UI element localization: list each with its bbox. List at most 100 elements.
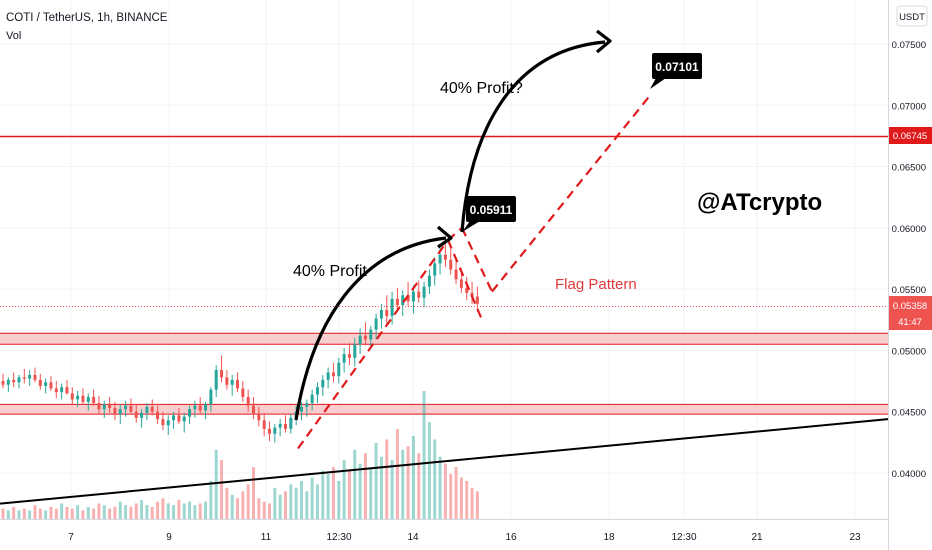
volume-bar-12 <box>65 506 69 519</box>
volume-bar-64 <box>342 460 346 519</box>
price-tick-label-6: 0.04500 <box>892 408 926 419</box>
candle-body-69 <box>369 329 373 340</box>
candle-body-86 <box>459 279 463 288</box>
volume-bar-79 <box>422 391 426 519</box>
volume-bar-67 <box>358 463 362 519</box>
candle-body-85 <box>454 269 458 280</box>
volume-bar-30 <box>161 498 165 519</box>
symbol-title[interactable]: COTI / TetherUS, 1h, BINANCE <box>6 12 168 24</box>
volume-bar-45 <box>241 491 245 519</box>
volume-bar-56 <box>299 480 303 519</box>
volume-bar-38 <box>204 501 208 519</box>
candle-body-82 <box>438 254 442 264</box>
volume-bar-55 <box>294 487 298 519</box>
currency-button-label: USDT <box>899 12 925 23</box>
candle-body-0 <box>1 381 5 385</box>
resistance-price-badge: 0.06745 <box>889 127 932 144</box>
volume-bar-65 <box>347 470 351 519</box>
candle-body-36 <box>193 405 197 410</box>
volume-bar-23 <box>124 505 128 519</box>
candle-body-84 <box>449 259 453 270</box>
arrow-profit-next-head <box>595 29 612 54</box>
volume-indicator-label[interactable]: Vol <box>6 30 21 42</box>
price-tick-label-1: 0.07000 <box>892 101 926 112</box>
volume-bar-22 <box>118 501 122 519</box>
time-tick-label-6: 18 <box>603 532 615 543</box>
annotation-profit-next: 40% Profit? <box>440 80 523 97</box>
candle-body-15 <box>81 395 85 402</box>
volume-bar-29 <box>156 501 160 519</box>
price-tick-label-5: 0.05000 <box>892 346 926 357</box>
candle-body-68 <box>363 335 367 340</box>
callout-high: 0.05911 <box>462 196 516 232</box>
candle-body-5 <box>28 374 32 379</box>
candle-body-70 <box>374 318 378 330</box>
volume-bar-16 <box>86 506 90 519</box>
volume-bar-40 <box>214 449 218 519</box>
currency-button[interactable] <box>896 5 928 27</box>
candle-body-46 <box>246 397 250 406</box>
volume-bar-19 <box>102 505 106 519</box>
volume-bar-17 <box>92 508 96 519</box>
candle-body-63 <box>337 362 341 377</box>
candle-body-83 <box>443 254 447 260</box>
candle-body-23 <box>124 405 128 410</box>
candle-body-29 <box>156 411 160 420</box>
volume-bar-70 <box>374 442 378 519</box>
volume-bar-47 <box>252 467 256 519</box>
candle-body-28 <box>150 406 154 412</box>
volume-bar-21 <box>113 506 117 519</box>
volume-bar-77 <box>411 435 415 519</box>
volume-bar-68 <box>363 453 367 519</box>
candle-body-80 <box>427 275 431 287</box>
volume-bar-73 <box>390 460 394 519</box>
candle-body-56 <box>299 406 303 412</box>
volume-bar-51 <box>273 487 277 519</box>
time-tick-label-8: 21 <box>751 532 763 543</box>
candle-body-38 <box>204 404 208 411</box>
candle-body-77 <box>411 291 415 302</box>
volume-bar-36 <box>193 505 197 519</box>
candle-body-42 <box>225 377 229 385</box>
candle-body-74 <box>395 298 399 306</box>
time-tick-label-5: 16 <box>505 532 517 543</box>
volume-bar-81 <box>433 439 437 519</box>
candle-body-40 <box>214 370 218 390</box>
time-tick-label-7: 12:30 <box>671 532 696 543</box>
volume-bar-82 <box>438 456 442 519</box>
volume-bar-75 <box>401 449 405 519</box>
volume-bar-80 <box>427 422 431 519</box>
volume-bar-71 <box>379 456 383 519</box>
candle-body-4 <box>22 377 26 379</box>
candle-body-64 <box>342 354 346 363</box>
candle-body-60 <box>321 379 325 388</box>
time-scale: 7 9 11 12:30 14 16 18 12:30 21 23 <box>68 532 861 543</box>
time-tick-label-4: 14 <box>407 532 419 543</box>
candle-body-21 <box>113 408 117 415</box>
price-scale-background[interactable] <box>888 0 932 550</box>
candle-body-13 <box>70 393 74 400</box>
candle-body-75 <box>401 295 405 306</box>
time-tick-label-3: 12:30 <box>326 532 351 543</box>
candle-body-54 <box>289 417 293 429</box>
volume-bar-26 <box>140 499 144 519</box>
volume-bar-27 <box>145 505 149 519</box>
candle-body-89 <box>475 296 479 304</box>
candle-body-49 <box>262 420 266 429</box>
volume-bar-83 <box>443 463 447 519</box>
volume-bar-39 <box>209 480 213 519</box>
candle-body-57 <box>305 403 309 407</box>
volume-bar-50 <box>268 503 271 519</box>
volume-bar-4 <box>22 508 26 519</box>
volume-bar-61 <box>326 474 330 519</box>
volume-bar-60 <box>321 470 325 519</box>
candle-body-32 <box>172 415 176 421</box>
volume-bar-76 <box>406 446 410 519</box>
candle-body-76 <box>406 295 410 302</box>
volume-bar-54 <box>289 484 293 519</box>
volume-bar-87 <box>465 480 469 519</box>
current-price-badge: 0.05358 41:47 <box>889 296 932 330</box>
candle-body-11 <box>60 387 64 393</box>
volume-bar-84 <box>449 474 453 519</box>
